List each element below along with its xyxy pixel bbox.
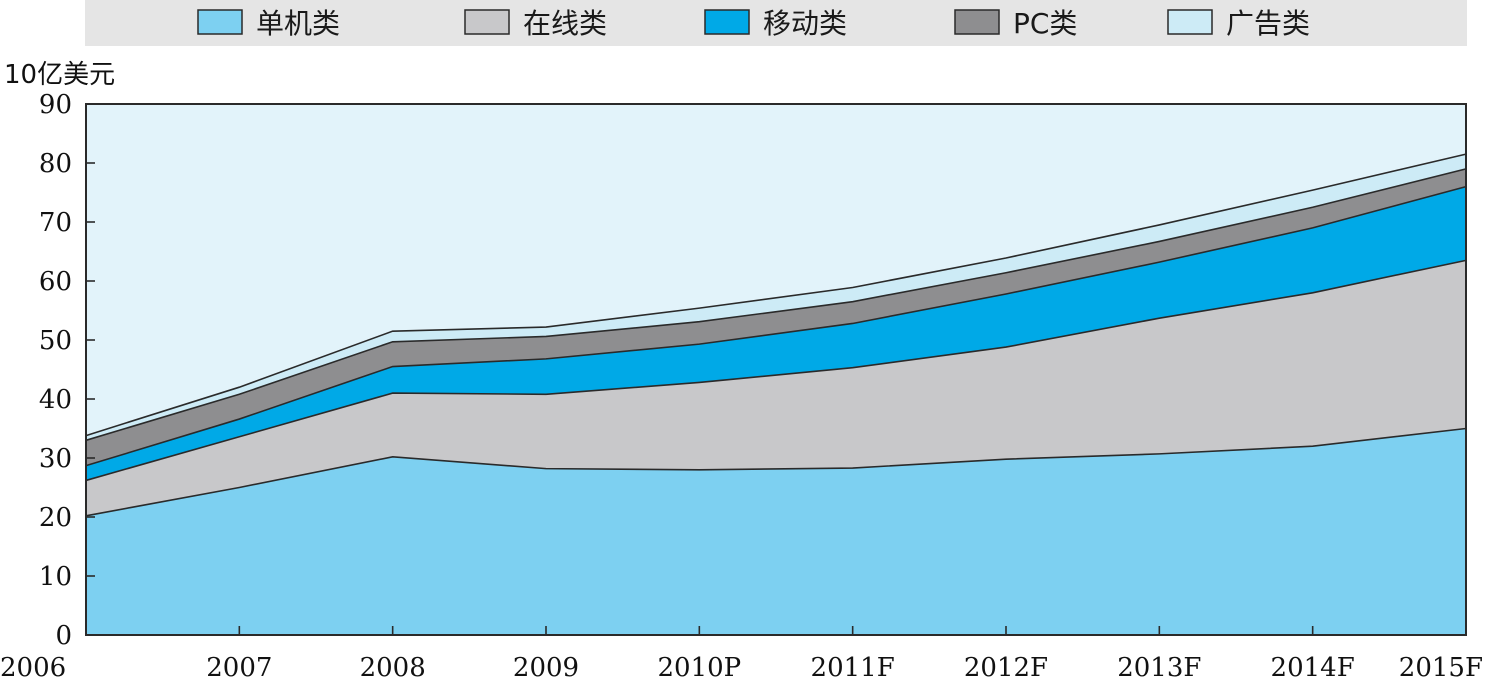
boundary-line-series-3: [85, 185, 1467, 467]
legend-swatch: [1167, 9, 1213, 35]
y-axis-unit-label: 10亿美元: [4, 60, 115, 90]
legend-swatch: [954, 9, 1000, 35]
x-tick-label: 2011F: [811, 653, 895, 683]
x-tick-label: 2009: [513, 653, 579, 683]
legend-swatch: [197, 9, 243, 35]
y-tick-label: 60: [39, 267, 72, 297]
x-tick-label: 2007: [206, 653, 272, 683]
legend-label: 广告类: [1226, 7, 1310, 40]
x-axis: 2006 2007 2008 2009 2010P 2011F 2012F 2013F 2014…: [0, 626, 1483, 683]
y-tick-label: 90: [39, 90, 72, 120]
y-tick-label: 50: [39, 326, 72, 356]
y-tick-label: 70: [39, 208, 72, 238]
x-tick-label: 2014F: [1271, 653, 1355, 683]
legend-swatch: [704, 9, 750, 35]
boundary-line-series-5: [85, 153, 1467, 437]
legend-label: 单机类: [256, 7, 340, 40]
series-boundaries: [85, 153, 1467, 517]
x-tick-label: 2013F: [1117, 653, 1201, 683]
y-tick-label: 10: [39, 562, 72, 592]
legend-background: [85, 0, 1467, 46]
x-tick-label: 2015F: [1399, 653, 1483, 683]
area-series-1: [86, 428, 1466, 635]
legend: 单机类 在线类 移动类 PC类 广告类: [197, 7, 1310, 40]
legend-label: 移动类: [763, 7, 847, 40]
legend-swatch: [464, 9, 510, 35]
y-tick-label: 30: [39, 444, 72, 474]
area-series-2: [86, 260, 1466, 516]
y-axis: 0 10 20 30 40 50 60 70 80 90: [39, 90, 95, 651]
y-tick-label: 80: [39, 149, 72, 179]
series-areas: [86, 154, 1466, 635]
legend-label: 在线类: [523, 7, 607, 40]
x-tick-label: 2010P: [657, 653, 741, 683]
boundary-line-series-1: [85, 427, 1467, 517]
x-tick-label: 2006: [0, 653, 66, 683]
y-tick-label: 0: [55, 621, 72, 651]
legend-label: PC类: [1013, 7, 1077, 40]
y-tick-label: 20: [39, 503, 72, 533]
plot-frame: [85, 103, 1467, 636]
x-tick-label: 2008: [360, 653, 426, 683]
boundary-line-series-4: [85, 168, 1467, 442]
area-series-4: [86, 168, 1466, 466]
y-tick-label: 40: [39, 385, 72, 415]
boundary-line-series-2: [85, 259, 1467, 482]
x-tick-label: 2012F: [964, 653, 1048, 683]
